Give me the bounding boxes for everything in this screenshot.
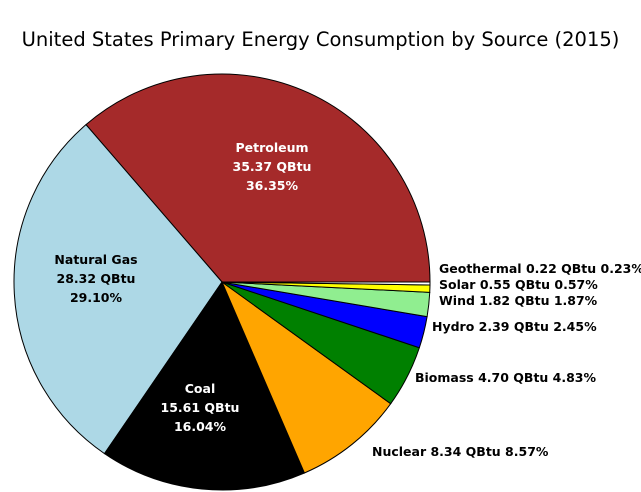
slice-petroleum	[85, 73, 431, 283]
slice-label-coal: Coal 15.61 QBtu 16.04%	[161, 381, 240, 434]
slice-label-geothermal: Geothermal 0.22 QBtu 0.23%	[439, 261, 641, 276]
slice-label-nuclear: Nuclear 8.34 QBtu 8.57%	[372, 444, 549, 459]
slice-coal	[103, 280, 306, 491]
slice-label-petroleum: Petroleum 35.37 QBtu 36.35%	[233, 140, 312, 193]
slice-natural-gas	[13, 123, 223, 455]
slice-label-natural-gas: Natural Gas 28.32 QBtu 29.10%	[54, 252, 137, 305]
chart-title: United States Primary Energy Consumption…	[21, 28, 620, 51]
slice-label-solar: Solar 0.55 QBtu 0.57%	[439, 277, 598, 292]
slice-label-wind: Wind 1.82 QBtu 1.87%	[439, 293, 598, 308]
slice-nuclear	[220, 280, 392, 474]
slice-geothermal	[221, 281, 431, 286]
slice-label-hydro: Hydro 2.39 QBtu 2.45%	[432, 319, 597, 334]
slice-label-biomass: Biomass 4.70 QBtu 4.83%	[415, 370, 597, 385]
